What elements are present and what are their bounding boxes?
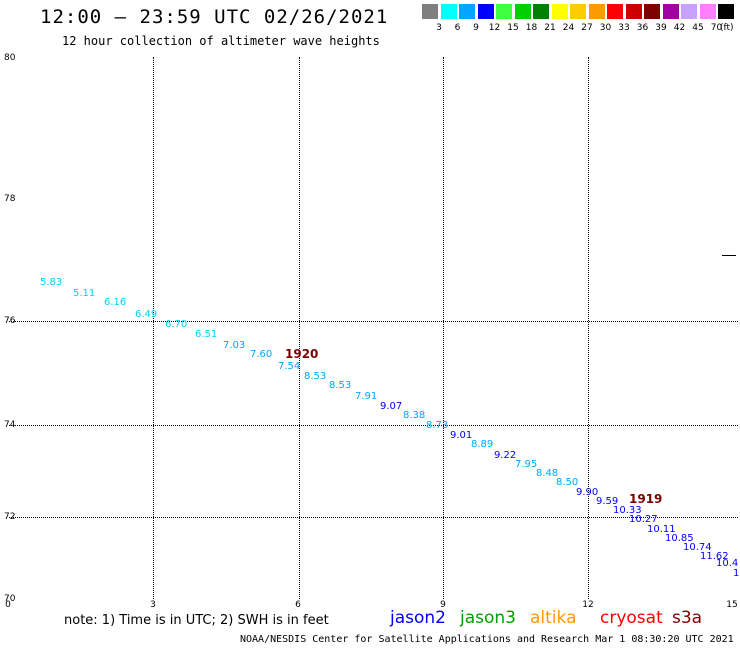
- pass-number-1920: 1920: [285, 347, 319, 361]
- map-plot-area: [9, 57, 738, 599]
- x-label-3: 3: [150, 600, 156, 610]
- legend-value: 39: [655, 23, 667, 33]
- wave-height-label: 10: [733, 568, 740, 579]
- color-legend: 3 6 9 12 15 18 21 24 27 30 33 36 39 42 45 70 (ft): [422, 4, 738, 38]
- y-label-76: 76: [4, 316, 16, 326]
- grid-line-lon-9: [443, 57, 444, 599]
- satellite-jason3: jason3: [460, 608, 516, 628]
- wave-height-label: 9.07: [380, 401, 403, 412]
- wave-height-label: 6.16: [104, 297, 127, 308]
- legend-swatch: [662, 4, 679, 19]
- wave-height-label: 7.95: [515, 459, 538, 470]
- wave-height-label: 8.73: [426, 420, 449, 431]
- grid-line-lat-c: [9, 517, 738, 518]
- legend-value: 21: [544, 23, 556, 33]
- legend-swatch: [625, 4, 642, 19]
- legend-swatch: [588, 4, 605, 19]
- legend-swatch: [514, 4, 531, 19]
- y-label-70: 70: [4, 594, 16, 604]
- page-subtitle: 12 hour collection of altimeter wave hei…: [62, 34, 380, 48]
- wave-height-label: 8.50: [556, 477, 579, 488]
- wave-height-label: 10.4: [716, 558, 739, 569]
- legend-swatch: [533, 4, 549, 19]
- credit-line: NOAA/NESDIS Center for Satellite Applica…: [240, 634, 734, 645]
- grid-line-lat-a: [9, 321, 738, 322]
- x-label-6: 6: [295, 600, 301, 610]
- wave-height-label: 6.70: [165, 319, 188, 330]
- legend-swatch: [699, 4, 716, 19]
- footer-note: note: 1) Time is in UTC; 2) SWH is in fe…: [64, 613, 329, 628]
- legend-swatch: [422, 4, 438, 19]
- legend-value: 3: [436, 23, 442, 33]
- wave-height-label: 7.60: [250, 349, 273, 360]
- wave-height-label: 8.48: [536, 468, 559, 479]
- wave-height-label: 5.83: [40, 277, 63, 288]
- legend-swatch: [644, 4, 660, 19]
- wave-height-label: 8.89: [471, 439, 494, 450]
- wave-height-label: 8.38: [403, 410, 426, 421]
- grid-line-lat-b: [9, 425, 738, 426]
- legend-value: 30: [599, 23, 612, 33]
- wave-height-label: 10.74: [683, 542, 712, 553]
- legend-unit: (ft): [720, 23, 734, 33]
- legend-swatch: [607, 4, 623, 19]
- wave-height-label: 10.85: [665, 533, 694, 544]
- wave-height-label: 5.11: [73, 288, 96, 299]
- legend-swatch: [440, 4, 457, 19]
- grid-line-lon-6: [299, 57, 300, 599]
- wave-height-label: 7.54: [278, 361, 301, 372]
- wave-height-label: 10.27: [629, 514, 658, 525]
- satellite-cryosat: cryosat: [600, 608, 663, 628]
- wave-height-label: 10.33: [613, 505, 642, 516]
- legend-value: 15: [507, 23, 519, 33]
- y-label-74: 74: [4, 420, 16, 430]
- legend-value: 27: [581, 23, 593, 33]
- wave-height-label: 6.51: [195, 329, 218, 340]
- legend-swatch: [496, 4, 512, 19]
- wave-height-label: 6.49: [135, 309, 158, 320]
- corner-tick: [722, 255, 736, 256]
- wave-height-label: 8.53: [329, 380, 352, 391]
- x-label-12: 12: [582, 600, 594, 610]
- legend-value: 36: [636, 23, 649, 33]
- wave-height-label: 7.91: [355, 391, 378, 402]
- wave-height-label: 11.62: [700, 551, 729, 562]
- legend-value: 33: [618, 23, 630, 33]
- page-title: 12:00 – 23:59 UTC 02/26/2021: [40, 6, 389, 28]
- y-label-72: 72: [4, 512, 16, 522]
- x-label-9: 9: [440, 600, 446, 610]
- wave-height-label: 7.03: [223, 340, 246, 351]
- x-label-0: 0: [5, 600, 11, 610]
- legend-swatch: [551, 4, 568, 19]
- legend-value: 45: [692, 23, 704, 33]
- wave-height-label: 9.59: [596, 496, 619, 507]
- wave-height-label: 9.90: [576, 487, 599, 498]
- wave-height-label: 9.01: [450, 430, 473, 441]
- legend-swatch: [681, 4, 697, 19]
- grid-line-lon-3: [153, 57, 154, 599]
- satellite-s3a: s3a: [672, 608, 703, 628]
- legend-swatch: [570, 4, 586, 19]
- grid-line-lon-12: [588, 57, 589, 599]
- legend-value: 42: [673, 23, 686, 33]
- legend-value: 24: [562, 23, 575, 33]
- satellite-altika: altika: [530, 608, 577, 628]
- legend-swatch: [718, 4, 734, 19]
- legend-swatch: [459, 4, 475, 19]
- satellite-jason2: jason2: [390, 608, 446, 628]
- wave-height-label: 8.53: [304, 371, 327, 382]
- legend-swatch: [477, 4, 494, 19]
- legend-value: 6: [454, 23, 461, 33]
- x-label-15: 15: [726, 600, 738, 610]
- y-label-80: 80: [4, 53, 16, 63]
- legend-value: 18: [525, 23, 538, 33]
- legend-value: 9: [473, 23, 479, 33]
- wave-height-label: 10.11: [647, 524, 676, 535]
- wave-height-label: 9.22: [494, 450, 517, 461]
- legend-value: 70: [710, 23, 723, 33]
- legend-value: 12: [488, 23, 501, 33]
- pass-number-1919: 1919: [629, 492, 663, 506]
- y-label-78: 78: [4, 194, 16, 204]
